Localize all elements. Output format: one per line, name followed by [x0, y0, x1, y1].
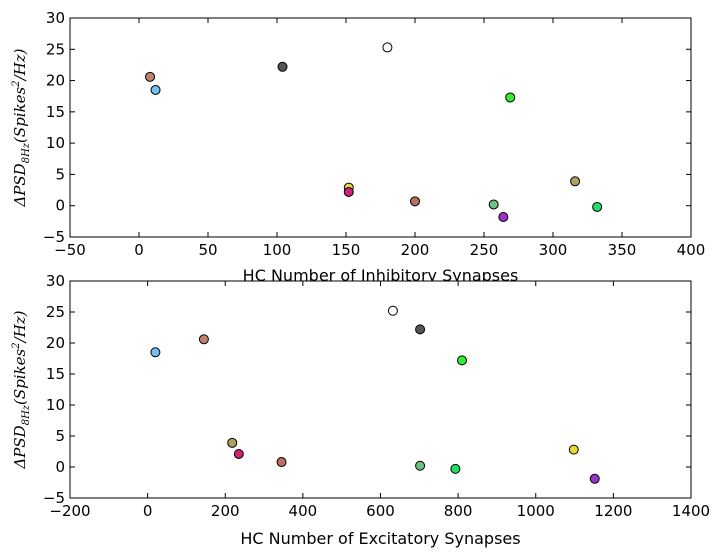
- x-tick-label: 300: [539, 241, 568, 259]
- y-tick-label: 5: [55, 165, 65, 183]
- inhibitory-y-axis-label: ΔPSD8Hz(Spikes2/Hz): [11, 48, 32, 207]
- y-tick-label: 25: [46, 40, 65, 58]
- scatter-point: [457, 355, 468, 366]
- inhibitory-plot-frame: [69, 17, 692, 238]
- scatter-point: [570, 176, 581, 187]
- x-tick-label: 600: [366, 502, 395, 520]
- x-tick-label: 0: [134, 241, 144, 259]
- scatter-point: [450, 463, 461, 474]
- scatter-point: [589, 473, 600, 484]
- scatter-point: [227, 437, 238, 448]
- scatter-point: [410, 196, 420, 207]
- excitatory-y-axis-label: ΔPSD8Hz(Spikes2/Hz): [11, 310, 32, 469]
- y-tick-label: −5: [43, 228, 65, 246]
- excitatory-plot-frame: [69, 280, 692, 499]
- x-tick-label: 400: [677, 241, 706, 259]
- scatter-point: [387, 305, 398, 316]
- scatter-point: [568, 444, 579, 455]
- scatter-point: [498, 211, 509, 222]
- y-tick-label: 25: [46, 303, 65, 321]
- y-tick-label: 20: [46, 334, 65, 352]
- x-tick-label: 150: [332, 241, 361, 259]
- y-tick-label: 10: [46, 396, 65, 414]
- x-tick-label: 50: [198, 241, 217, 259]
- excitatory-x-axis-label: HC Number of Excitatory Synapses: [240, 529, 520, 548]
- y-tick-label: 5: [55, 427, 65, 445]
- scatter-point: [145, 71, 156, 82]
- y-tick-label: 10: [46, 134, 65, 152]
- scatter-point: [150, 84, 161, 95]
- y-tick-label: 15: [46, 365, 65, 383]
- x-tick-label: 800: [444, 502, 473, 520]
- y-tick-label: 20: [46, 72, 65, 90]
- y-tick-label: −5: [43, 489, 65, 507]
- x-tick-label: 1000: [517, 502, 555, 520]
- excitatory-panel: −200 0 200 400 600 800 1000 1200 1400 −5 0 5 10 15 20 2…: [11, 272, 710, 548]
- scatter-point: [505, 92, 516, 103]
- y-tick-label: 30: [46, 272, 65, 290]
- scatter-point: [198, 334, 209, 345]
- x-tick-label: −50: [54, 241, 86, 259]
- inhibitory-x-axis-label: HC Number of Inhibitory Synapses: [243, 266, 519, 285]
- x-tick-label: 200: [211, 502, 240, 520]
- y-tick-label: 0: [55, 458, 65, 476]
- scatter-point: [343, 186, 354, 197]
- x-tick-label: −200: [49, 502, 90, 520]
- x-tick-label: 1200: [594, 502, 632, 520]
- y-tick-label: 30: [46, 9, 65, 27]
- scatter-point: [592, 201, 603, 212]
- x-tick-label: 0: [143, 502, 153, 520]
- scatter-point: [415, 324, 426, 335]
- x-tick-label: 1400: [672, 502, 710, 520]
- x-tick-label: 100: [263, 241, 292, 259]
- x-tick-label: 250: [470, 241, 499, 259]
- y-tick-label: 15: [46, 103, 65, 121]
- scatter-point: [277, 61, 288, 72]
- scatter-point: [382, 42, 393, 53]
- scatter-point: [150, 347, 161, 358]
- x-tick-label: 400: [289, 502, 318, 520]
- x-tick-label: 350: [608, 241, 637, 259]
- scatter-point: [233, 448, 244, 459]
- scatter-point: [415, 460, 426, 471]
- x-tick-label: 200: [401, 241, 430, 259]
- inhibitory-panel: −50 0 50 100 150 200 250 300 350 400−505101520253…: [11, 9, 705, 285]
- scatter-point: [276, 457, 287, 468]
- y-tick-label: 0: [55, 197, 65, 215]
- scatter-point: [488, 199, 499, 210]
